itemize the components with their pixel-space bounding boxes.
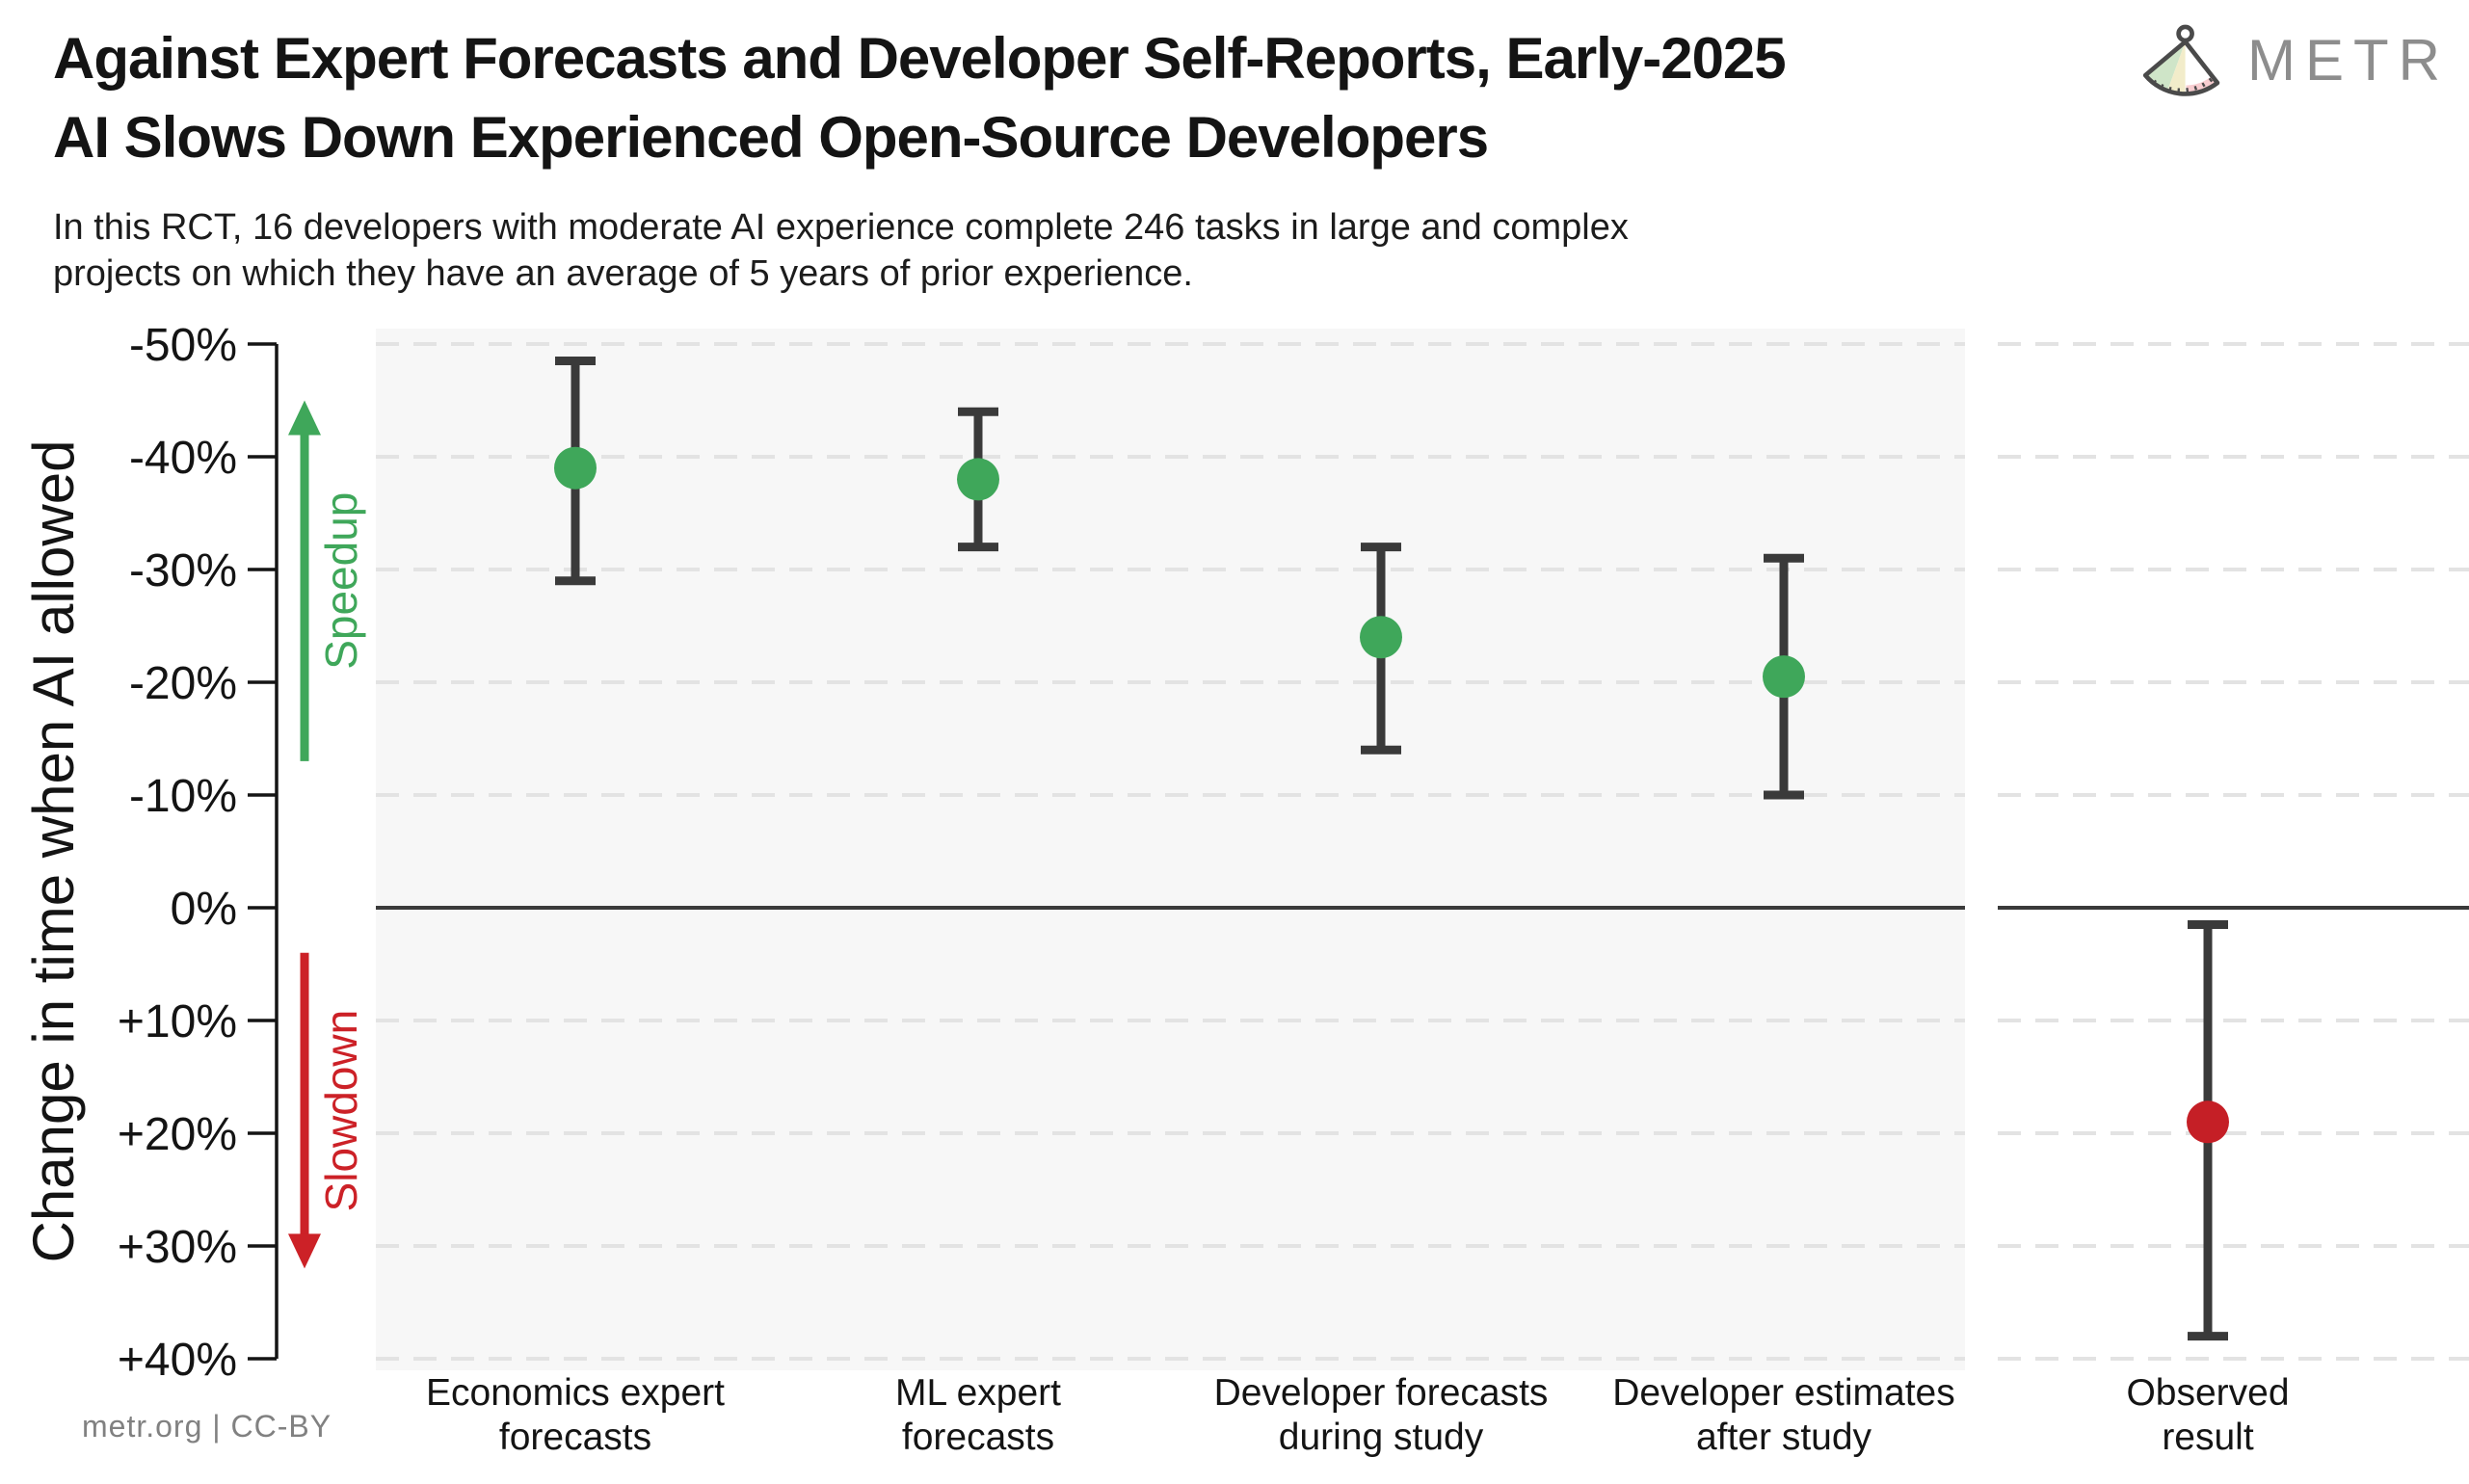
metr-logo: METR [2126, 13, 2450, 106]
metr-logo-icon [2142, 24, 2220, 96]
data-point-developer-estimates-after-study [1763, 553, 1805, 800]
title-line-1: Against Expert Forecasts and Developer S… [53, 26, 1787, 91]
page-title: Against Expert Forecasts and Developer S… [53, 19, 1787, 177]
point-estimate-dot [957, 458, 999, 501]
speedup-label: Speedup [316, 492, 366, 670]
slowdown-arrow-head [288, 1233, 321, 1269]
category-label: Economics expert forecasts [426, 1372, 725, 1458]
category-label: Developer estimates after study [1612, 1372, 1955, 1458]
credit-line: metr.org | CC-BY [82, 1409, 332, 1444]
y-tick-label-40: +40% [118, 1335, 237, 1386]
category-label: Observed result [2126, 1372, 2289, 1458]
title-line-2: AI Slows Down Experienced Open-Source De… [53, 105, 1489, 170]
point-estimate-dot [1360, 616, 1402, 659]
y-axis-title: Change in time when AI allowed [21, 440, 86, 1263]
data-point-developer-forecasts-during-study [1360, 543, 1402, 755]
point-estimate-dot [1763, 655, 1805, 699]
slowdown-label: Slowdown [316, 1010, 366, 1212]
y-tick-label--50: -50% [129, 320, 237, 371]
point-estimate-dot [554, 446, 597, 490]
subtitle-line-2: projects on which they have an average o… [53, 253, 1193, 294]
y-tick-label--30: -30% [129, 545, 237, 596]
data-point-ml-expert-forecasts [957, 407, 999, 552]
metr-logo-wordmark: METR [2247, 27, 2450, 93]
speedup-arrow-head [288, 400, 321, 436]
data-point-observed-result [2187, 920, 2229, 1341]
point-estimate-dot [2187, 1100, 2229, 1144]
category-label: ML expert forecasts [895, 1372, 1061, 1458]
main-panel-background [376, 329, 1965, 1370]
y-tick-label--10: -10% [129, 771, 237, 822]
y-tick-label-0: 0% [171, 884, 237, 935]
y-tick-label--40: -40% [129, 433, 237, 484]
chart-subtitle: In this RCT, 16 developers with moderate… [53, 204, 1629, 297]
y-tick-label-10: +10% [118, 996, 237, 1047]
data-point-economics-expert-forecasts [554, 357, 597, 586]
subtitle-line-1: In this RCT, 16 developers with moderate… [53, 207, 1629, 248]
y-tick-label--20: -20% [129, 658, 237, 709]
category-label: Developer forecasts during study [1214, 1372, 1549, 1458]
y-tick-label-20: +20% [118, 1109, 237, 1160]
y-tick-label-30: +30% [118, 1222, 237, 1273]
